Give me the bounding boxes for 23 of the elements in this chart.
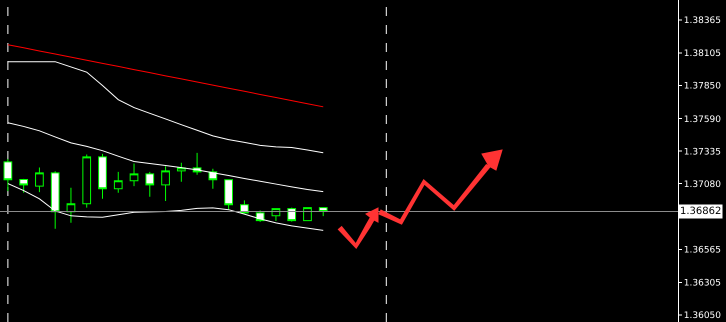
candlestick: [82, 154, 92, 208]
candlestick: [35, 167, 44, 193]
y-tick-label: 1.37335: [684, 147, 722, 158]
y-tick-label: 1.38105: [684, 49, 722, 60]
candlestick: [114, 171, 123, 194]
candlestick: [98, 153, 107, 200]
line-series: [7, 44, 324, 108]
candlestick: [161, 166, 170, 202]
candlestick: [176, 162, 186, 182]
y-tick-label: 1.37850: [684, 82, 722, 92]
y-tick-label: 1.38365: [684, 16, 722, 26]
y-tick-label: 1.36565: [684, 245, 722, 256]
candlestick: [145, 171, 154, 198]
candlestick: [303, 207, 312, 222]
candlestick: [130, 163, 138, 187]
y-tick-label: 1.36305: [684, 278, 722, 289]
ref-line-label: 1.36862: [680, 206, 722, 217]
candlestick: [240, 200, 249, 214]
y-tick-label: 1.36050: [684, 311, 722, 322]
y-tick-label: 1.37080: [684, 180, 722, 190]
candlestick: [66, 187, 76, 224]
y-tick-label: 1.37590: [684, 114, 722, 125]
candlestick: [192, 152, 202, 176]
